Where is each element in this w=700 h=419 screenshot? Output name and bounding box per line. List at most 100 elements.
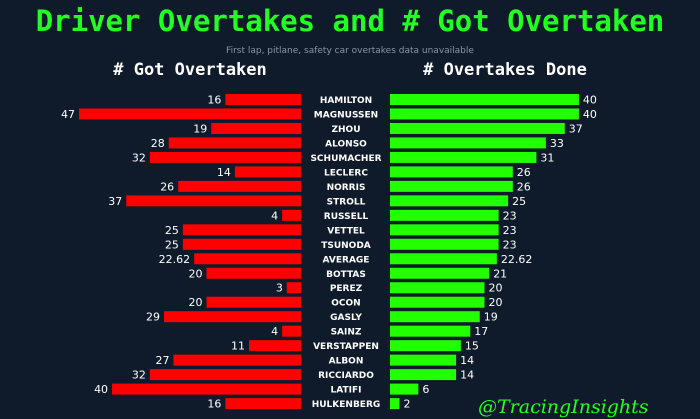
got-overtaken-value-perez: 3 (276, 282, 283, 295)
overtakes-done-bar-norris (390, 180, 513, 192)
got-overtaken-value-albon: 27 (155, 354, 169, 367)
overtakes-done-value-ricciardo: 14 (460, 369, 474, 382)
overtakes-done-panel-title: # Overtakes Done (423, 60, 587, 80)
got-overtaken-bar-schumacher (149, 151, 301, 163)
got-overtaken-value-vettel: 25 (165, 224, 179, 237)
overtakes-done-value-average: 22.62 (501, 253, 532, 266)
got-overtaken-value-russell: 4 (271, 209, 278, 222)
overtakes-done-bar-gasly (390, 311, 480, 323)
got-overtaken-value-leclerc: 14 (217, 166, 231, 179)
overtakes-done-value-albon: 14 (460, 354, 474, 367)
chart-subtitle: First lap, pitlane, safety car overtakes… (226, 46, 474, 56)
overtakes-done-bar-russell (390, 209, 499, 221)
got-overtaken-bar-alonso (168, 137, 301, 149)
got-overtaken-value-ricciardo: 32 (132, 369, 146, 382)
overtakes-done-value-schumacher: 31 (540, 151, 554, 164)
got-overtaken-bar-magnussen (79, 108, 301, 120)
driver-label-vettel: VETTEL (327, 226, 365, 236)
driver-label-latifi: LATIFI (331, 386, 362, 396)
driver-label-average: AVERAGE (323, 255, 370, 265)
overtakes-done-value-ocon: 20 (488, 296, 502, 309)
overtakes-done-bar-perez (390, 282, 485, 294)
got-overtaken-bar-hulkenberg (225, 398, 301, 410)
got-overtaken-value-alonso: 28 (151, 137, 165, 150)
got-overtaken-bar-ricciardo (149, 369, 301, 381)
overtakes-done-value-leclerc: 26 (517, 166, 531, 179)
got-overtaken-value-sainz: 4 (271, 325, 278, 338)
got-overtaken-bar-perez (286, 282, 301, 294)
overtakes-done-bar-average (390, 253, 497, 265)
driver-label-russell: RUSSELL (324, 212, 369, 222)
got-overtaken-bar-albon (173, 354, 301, 366)
got-overtaken-value-magnussen: 47 (61, 108, 75, 121)
overtakes-done-value-magnussen: 40 (583, 108, 597, 121)
got-overtaken-value-tsunoda: 25 (165, 238, 179, 251)
got-overtaken-value-gasly: 29 (146, 311, 160, 324)
driver-label-stroll: STROLL (327, 197, 366, 207)
driver-label-hamilton: HAMILTON (320, 96, 372, 106)
chart-title: Driver Overtakes and # Got Overtaken (35, 4, 665, 38)
got-overtaken-bar-hamilton (225, 94, 301, 105)
overtakes-done-value-bottas: 21 (493, 267, 507, 280)
overtakes-done-value-zhou: 37 (569, 122, 583, 135)
overtakes-done-value-tsunoda: 23 (503, 238, 517, 251)
overtakes-done-bar-leclerc (390, 166, 513, 178)
overtakes-done-bar-schumacher (390, 151, 537, 163)
overtakes-done-value-verstappen: 15 (465, 340, 479, 353)
driver-label-albon: ALBON (329, 357, 364, 367)
watermark-text: @TracingInsights (478, 396, 649, 418)
overtakes-done-value-vettel: 23 (503, 224, 517, 237)
overtakes-done-value-alonso: 33 (550, 137, 564, 150)
got-overtaken-bar-ocon (206, 296, 301, 308)
driver-label-gasly: GASLY (330, 313, 362, 323)
driver-label-perez: PEREZ (330, 284, 363, 294)
got-overtaken-bar-stroll (126, 195, 301, 207)
overtakes-done-bar-vettel (390, 224, 499, 236)
driver-label-norris: NORRIS (327, 183, 366, 193)
overtakes-done-bar-hulkenberg (390, 398, 400, 410)
driver-label-ricciardo: RICCIARDO (318, 371, 374, 381)
got-overtaken-bar-verstappen (249, 340, 301, 352)
got-overtaken-value-stroll: 37 (108, 195, 122, 208)
driver-label-magnussen: MAGNUSSEN (314, 110, 378, 120)
overtakes-done-value-perez: 20 (488, 282, 502, 295)
overtakes-done-bar-zhou (390, 122, 565, 134)
driver-label-sainz: SAINZ (331, 328, 362, 338)
driver-label-bottas: BOTTAS (326, 270, 366, 280)
overtakes-done-value-norris: 26 (517, 180, 531, 193)
got-overtaken-value-norris: 26 (160, 180, 174, 193)
overtakes-done-bar-alonso (390, 137, 546, 149)
got-overtaken-value-ocon: 20 (189, 296, 203, 309)
overtakes-done-bar-albon (390, 354, 457, 366)
driver-label-hulkenberg: HULKENBERG (312, 400, 381, 410)
overtakes-done-bar-bottas (390, 267, 490, 279)
got-overtaken-value-latifi: 40 (94, 383, 108, 396)
overtakes-done-bar-tsunoda (390, 238, 499, 250)
got-overtaken-bar-norris (178, 180, 301, 192)
overtakes-done-bar-verstappen (390, 340, 461, 352)
got-overtaken-bar-tsunoda (182, 238, 301, 250)
overtakes-done-bar-hamilton (390, 94, 579, 105)
driver-label-alonso: ALONSO (325, 139, 367, 149)
got-overtaken-bar-russell (282, 209, 301, 221)
driver-label-verstappen: VERSTAPPEN (313, 342, 379, 352)
overtakes-done-value-sainz: 17 (474, 325, 488, 338)
got-overtaken-panel-title: # Got Overtaken (113, 60, 267, 80)
overtakes-done-value-stroll: 25 (512, 195, 526, 208)
got-overtaken-value-average: 22.62 (159, 253, 191, 266)
overtakes-done-bar-magnussen (390, 108, 579, 120)
overtakes-done-value-hamilton: 40 (583, 94, 597, 107)
overtakes-done-value-russell: 23 (503, 209, 517, 222)
got-overtaken-value-bottas: 20 (189, 267, 203, 280)
overtakes-done-value-gasly: 19 (484, 311, 498, 324)
driver-label-zhou: ZHOU (331, 125, 360, 135)
overtakes-done-value-hulkenberg: 2 (403, 398, 410, 411)
got-overtaken-bar-average (194, 253, 301, 265)
overtakes-done-bar-sainz (390, 325, 471, 337)
got-overtaken-bar-gasly (164, 311, 301, 323)
driver-label-tsunoda: TSUNODA (321, 241, 371, 251)
got-overtaken-bar-sainz (282, 325, 301, 337)
got-overtaken-value-hulkenberg: 16 (207, 398, 221, 411)
got-overtaken-bar-vettel (182, 224, 301, 236)
